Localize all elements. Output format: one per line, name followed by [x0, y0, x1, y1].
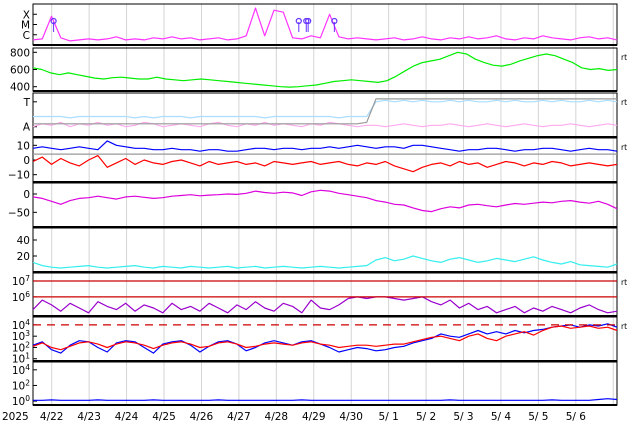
xray-tick-label: M [21, 20, 30, 32]
mag-tick-label: 10 [17, 140, 30, 152]
kp-tick-label: 40 [17, 235, 30, 247]
electron-tick-label: 106 [12, 290, 30, 304]
x-axis-tick-label: 5/ 4 [491, 411, 512, 423]
flare-marker [303, 17, 310, 25]
electron-side-label: rt [621, 278, 627, 287]
x-axis-tick-label: 5/ 1 [379, 411, 399, 423]
sep-tick-label: 104 [12, 363, 30, 377]
flare-marker [331, 17, 338, 25]
speed-tick-label: 800 [10, 47, 30, 59]
sep-panel-frame [32, 361, 618, 406]
speed-side-label: rt [621, 53, 627, 62]
x-axis-tick-label: 4/26 [190, 411, 214, 423]
dst-series-line-8 [32, 189, 618, 213]
electron-tick-label: 107 [12, 274, 30, 288]
x-axis-tick-label: 4/29 [302, 411, 326, 423]
sep-series-line-16 [33, 398, 618, 401]
dst-panel-frame [32, 182, 618, 228]
x-axis-tick-label: 4/27 [227, 411, 251, 423]
x-axis-year-label: 2025 [2, 411, 29, 423]
proton-tick-label: 104 [12, 318, 30, 332]
kp-tick-label: 20 [17, 251, 30, 263]
proton-tick-label: 103 [12, 329, 30, 343]
flare-marker [305, 17, 312, 25]
mag-series-line-6 [32, 155, 618, 173]
electron-series-line-10 [32, 296, 618, 314]
proton-series-line-11 [32, 323, 618, 354]
x-axis-tick-label: 4/24 [115, 411, 139, 423]
proton-panel-frame [32, 316, 618, 362]
mag-tick-label: −10 [8, 170, 30, 182]
speed-tick-label: 400 [10, 82, 30, 94]
dst-tick-label: 0 [23, 189, 30, 201]
mag-tick-label: 0 [23, 155, 30, 167]
plasma-series-line-4 [33, 98, 617, 125]
proton-series-line-12 [32, 325, 618, 351]
xray-series-line-0 [32, 7, 618, 42]
mag-series-line-5 [32, 140, 618, 152]
plasma-tick-label: T [23, 97, 31, 109]
proton-tick-label: 101 [12, 352, 30, 366]
x-axis-tick-label: 4/30 [339, 411, 363, 423]
plasma-series-line-3 [32, 121, 618, 128]
sep-tick-label: 102 [12, 378, 30, 392]
x-axis-tick-label: 5/ 2 [416, 411, 436, 423]
proton-tick-label: 102 [12, 340, 30, 354]
dst-tick-label: −50 [8, 207, 30, 219]
speed-series-line-1 [32, 51, 618, 88]
proton-side-label: rt [621, 322, 627, 331]
sep-tick-label: 100 [12, 394, 30, 408]
x-axis-tick-label: 5/ 5 [528, 411, 548, 423]
flare-marker [295, 17, 302, 25]
x-axis-tick-label: 4/28 [265, 411, 289, 423]
mag-side-label: rt [621, 143, 627, 152]
x-axis-tick-label: 5/ 3 [453, 411, 473, 423]
x-axis-tick-label: 5/ 6 [566, 411, 587, 423]
xray-tick-label: C [23, 30, 30, 42]
plasma-side-label: rt [621, 98, 627, 107]
plasma-tick-label: A [23, 122, 31, 134]
mag-panel-frame [32, 137, 618, 183]
speed-tick-label: 600 [10, 65, 30, 77]
x-axis-tick-label: 4/25 [152, 411, 176, 423]
xray-tick-label: X [23, 9, 30, 21]
kp-panel-frame [32, 227, 618, 273]
kp-series-line-9 [32, 255, 618, 269]
x-axis-tick-label: 4/23 [77, 411, 101, 423]
x-axis-tick-label: 4/22 [40, 411, 64, 423]
flare-marker [50, 17, 57, 25]
speed-panel-frame [32, 47, 618, 92]
plasma-panel-frame [32, 92, 618, 138]
plasma-series-line-2 [33, 99, 618, 119]
